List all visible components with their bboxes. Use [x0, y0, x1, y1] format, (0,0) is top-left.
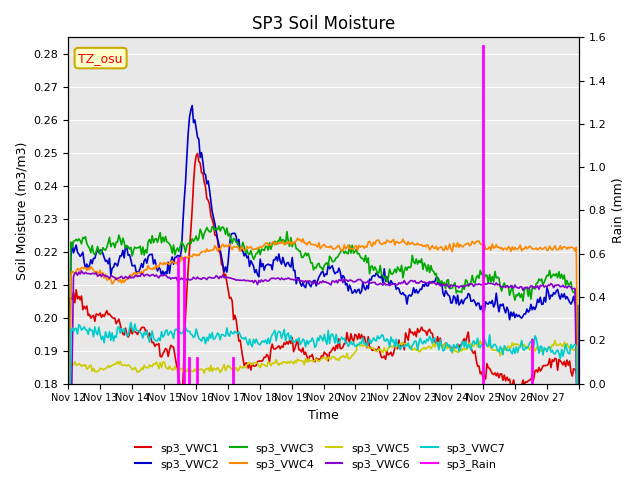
Text: TZ_osu: TZ_osu: [78, 51, 123, 65]
Legend: sp3_VWC1, sp3_VWC2, sp3_VWC3, sp3_VWC4, sp3_VWC5, sp3_VWC6, sp3_VWC7, sp3_Rain: sp3_VWC1, sp3_VWC2, sp3_VWC3, sp3_VWC4, …: [130, 438, 510, 474]
X-axis label: Time: Time: [308, 409, 339, 422]
Title: SP3 Soil Moisture: SP3 Soil Moisture: [252, 15, 395, 33]
Y-axis label: Soil Moisture (m3/m3): Soil Moisture (m3/m3): [15, 141, 28, 280]
Y-axis label: Rain (mm): Rain (mm): [612, 178, 625, 243]
